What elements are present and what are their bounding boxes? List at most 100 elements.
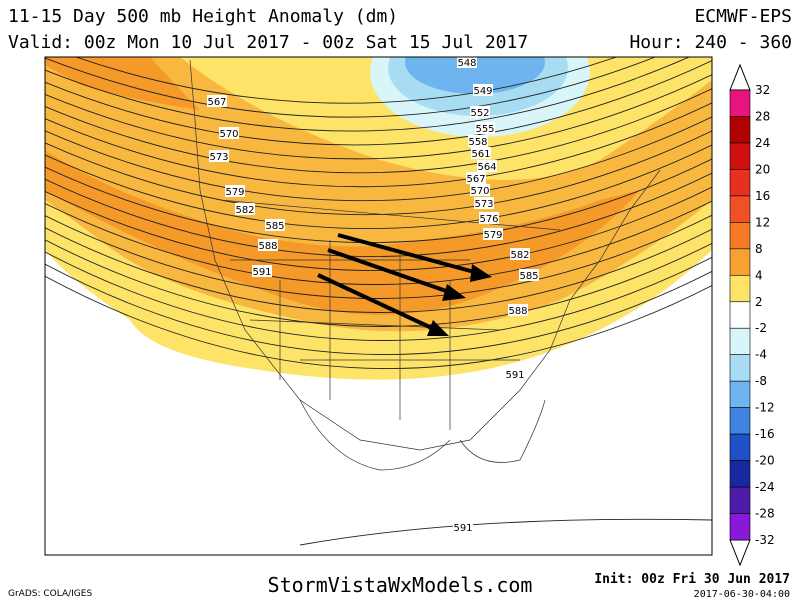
- contour-label: 588: [258, 241, 277, 252]
- anomaly-8-12: [45, 150, 640, 315]
- contour-line: [45, 275, 712, 369]
- colorbar-swatch: [729, 116, 751, 144]
- colorbar-swatch: [729, 407, 751, 435]
- hour: Hour: 240 - 360: [629, 32, 792, 53]
- contour-label-bg: [258, 239, 278, 251]
- contour-label: 585: [519, 271, 538, 282]
- colorbar-label: -20: [755, 454, 775, 468]
- colorbar-label: 24: [755, 136, 770, 150]
- colorbar-label: 32: [755, 83, 770, 97]
- contour-line: [45, 144, 712, 229]
- contour-label: 582: [510, 250, 529, 261]
- contour-label: 561: [471, 149, 490, 160]
- contour-label: 558: [468, 137, 487, 148]
- contour-label-bg: [265, 219, 285, 231]
- colorbar-swatch: [729, 433, 751, 461]
- colorbar-swatch: [729, 380, 751, 408]
- contour-line: [45, 74, 712, 160]
- contour-label-bg: [479, 212, 499, 224]
- colorbar-swatch: [729, 513, 751, 541]
- contour-label-bg: [470, 106, 490, 118]
- anomaly-8-12-west: [45, 57, 200, 110]
- contour-label: 579: [483, 230, 502, 241]
- contour-label: 564: [477, 162, 496, 173]
- contour-label: 570: [219, 129, 238, 140]
- colorbar-label: -2: [755, 321, 767, 335]
- contour-line: [45, 186, 712, 271]
- contour-label-bg: [225, 185, 245, 197]
- colorbar-label: -4: [755, 348, 767, 362]
- contour-label: 570: [470, 186, 489, 197]
- timestamp: 2017-06-30-04:00: [694, 589, 790, 600]
- colorbar-swatch: [729, 222, 751, 250]
- contour-line: [45, 57, 657, 118]
- contour-label: 548: [457, 58, 476, 69]
- contour-label: 585: [265, 221, 284, 232]
- borders: [189, 59, 661, 471]
- contour-label: 567: [466, 174, 485, 185]
- colorbar-label: 16: [755, 189, 770, 203]
- contour-line: [45, 130, 712, 216]
- contour-line: [45, 263, 712, 355]
- contour-line: [45, 227, 712, 313]
- contour-label: 573: [209, 152, 228, 163]
- colorbar-swatch: [729, 354, 751, 382]
- contour-label-bg: [235, 203, 255, 215]
- contour-label-bg: [468, 135, 488, 147]
- colorbar-label: 2: [755, 295, 763, 309]
- contour-label-bg: [519, 269, 539, 281]
- colorbar-swatch: [729, 169, 751, 197]
- contour-line: [45, 57, 691, 132]
- contour-label-bg: [510, 248, 530, 260]
- contour-label-bg: [505, 368, 525, 380]
- colorbar-label: -32: [755, 533, 775, 547]
- contour-line: [74, 57, 618, 104]
- anomaly-neg8: [405, 57, 545, 94]
- colorbar-cap-bottom: [729, 539, 751, 567]
- contour-line: [45, 214, 712, 299]
- contours: [45, 57, 712, 546]
- contour-label: 576: [479, 214, 498, 225]
- contour-label-bg: [453, 521, 473, 533]
- init-time: Init: 00z Fri 30 Jun 2017: [594, 572, 790, 587]
- title: 11-15 Day 500 mb Height Anomaly (dm): [8, 6, 398, 27]
- contour-label: 573: [474, 199, 493, 210]
- contour-label: 552: [470, 108, 489, 119]
- colorbar-swatch: [729, 460, 751, 488]
- contour-label: 591: [505, 370, 524, 381]
- contour-label-bg: [471, 147, 491, 159]
- contour-label-bg: [457, 57, 477, 68]
- contour-label-bg: [209, 150, 229, 162]
- colorbar-swatch: [729, 274, 751, 303]
- colorbar-label: 8: [755, 242, 763, 256]
- contour-label-bg: [466, 172, 486, 184]
- contour-line: [45, 116, 712, 202]
- credit: GrADS: COLA/IGES: [8, 589, 92, 599]
- contour-line: [45, 200, 712, 285]
- contour-line: [299, 518, 712, 546]
- colorbar-swatch: [729, 301, 751, 329]
- colorbar-label: 20: [755, 162, 770, 176]
- colorbar-label: 12: [755, 215, 770, 229]
- map-area: 5485495525555585615645675675705705735735…: [45, 57, 712, 555]
- model: ECMWF-EPS: [694, 6, 792, 27]
- contour-line: [45, 172, 712, 257]
- contour-line: [45, 251, 712, 341]
- contour-label: 582: [235, 205, 254, 216]
- arrows: [317, 233, 492, 336]
- contour-label-bg: [475, 122, 495, 134]
- contour-label-bg: [252, 265, 272, 277]
- colorbar-swatch: [729, 248, 751, 276]
- colorbar: 32 28 24 20 16 12 8 4 2 -2 -4 -8 -12 -16 -20 -24 -28 -32: [729, 63, 775, 567]
- valid-time: Valid: 00z Mon 10 Jul 2017 - 00z Sat 15 …: [8, 32, 528, 53]
- contour-label: 591: [252, 267, 271, 278]
- colorbar-swatch: [729, 89, 751, 117]
- contour-label: 567: [207, 97, 226, 108]
- colorbar-swatch: [729, 327, 751, 356]
- colorbar-swatch: [729, 486, 751, 514]
- contour-label: 549: [473, 86, 492, 97]
- colorbar-label: -24: [755, 480, 775, 494]
- contour-label: 591: [453, 523, 472, 534]
- colorbar-label: -8: [755, 374, 767, 388]
